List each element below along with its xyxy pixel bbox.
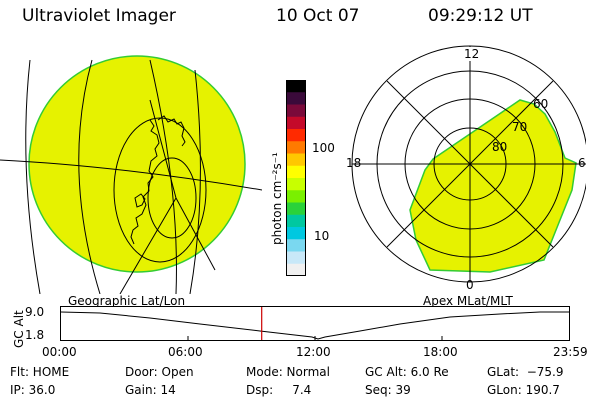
date-label: 10 Oct 07 (276, 6, 360, 26)
colorbar-segment (286, 92, 306, 105)
info-gain: Gain: 14 (125, 383, 176, 397)
grid-meridian (189, 69, 201, 294)
colorbar-segment (286, 165, 306, 179)
mlat-label-60: 60 (533, 97, 549, 111)
colorbar-segment (286, 80, 306, 93)
polar-plot (351, 45, 586, 283)
altitude-plot (60, 306, 570, 341)
colorbar-segment (286, 104, 306, 118)
mlt-label-18: 18 (346, 156, 362, 170)
colorbar-segment (286, 190, 306, 203)
colorbar-tick-100: 100 (312, 141, 335, 155)
info-glon: GLon: 190.7 (487, 383, 560, 397)
info-seq: Seq: 39 (365, 383, 411, 397)
grid-meridian (149, 59, 177, 294)
time-tick-1200: 12:00 (296, 345, 331, 359)
colorbar-tick-10: 10 (314, 229, 330, 243)
grid-meridian (175, 197, 216, 271)
mlat-label-70: 70 (512, 120, 528, 134)
colorbar-segment (286, 227, 306, 240)
colorbar-segment (286, 141, 306, 154)
coastline (157, 115, 186, 147)
altitude-ytick-high: 9.0 (25, 305, 45, 319)
colorbar-segment (286, 129, 306, 142)
info-mode: Mode: Normal (246, 365, 330, 379)
geo-panel-label: Geographic Lat/Lon (68, 294, 186, 308)
colorbar (286, 80, 306, 277)
colorbar-segment (286, 116, 306, 130)
geographic-image (0, 55, 262, 294)
aurora-region (409, 99, 577, 273)
grid-meridian (149, 99, 177, 199)
info-flt: Flt: HOME (10, 365, 70, 379)
time-tick-0600: 06:00 (168, 345, 203, 359)
info-glat: GLat: −75.9 (487, 365, 564, 379)
colorbar-segment (286, 239, 306, 252)
grid-meridian (78, 59, 101, 294)
apex-panel-label: Apex MLat/MLT (423, 294, 513, 308)
info-dsp: Dsp: 7.4 (246, 383, 312, 397)
mlt-label-6: 6 (578, 156, 586, 170)
grid-meridian (119, 197, 177, 294)
instrument-title: Ultraviolet Imager (22, 6, 176, 26)
colorbar-segment (286, 178, 306, 191)
mlt-label-0: 0 (466, 278, 474, 292)
altitude-curve (60, 311, 569, 340)
time-tick-0000: 00:00 (42, 345, 77, 359)
info-gc-alt: GC Alt: 6.0 Re (365, 365, 449, 379)
info-door: Door: Open (125, 365, 194, 379)
mlt-line (386, 80, 554, 248)
colorbar-segment (286, 251, 306, 265)
colorbar-unit-label: photon cm⁻²s⁻¹ (270, 152, 284, 245)
grid-latitude-ring (113, 117, 207, 263)
mlat-label-80: 80 (492, 140, 508, 154)
time-tick-2359: 23:59 (553, 345, 588, 359)
info-ip: IP: 36.0 (10, 383, 56, 397)
time-label: 09:29:12 UT (428, 6, 533, 26)
colorbar-segment (286, 202, 306, 216)
mlt-label-12: 12 (463, 47, 481, 61)
colorbar-segment (286, 153, 306, 167)
colorbar-segment (286, 214, 306, 228)
coastline (134, 193, 146, 208)
altitude-ytick-low: 1.8 (25, 328, 45, 342)
colorbar-gradient (286, 80, 306, 277)
grid-latitude-ring (147, 157, 197, 239)
grid-meridian (25, 59, 41, 294)
colorbar-segment (286, 263, 306, 277)
coastline (130, 119, 160, 245)
time-tick-1800: 18:00 (423, 345, 458, 359)
altitude-axis-label: GC Alt (12, 310, 26, 348)
grid-parallel (0, 159, 262, 191)
